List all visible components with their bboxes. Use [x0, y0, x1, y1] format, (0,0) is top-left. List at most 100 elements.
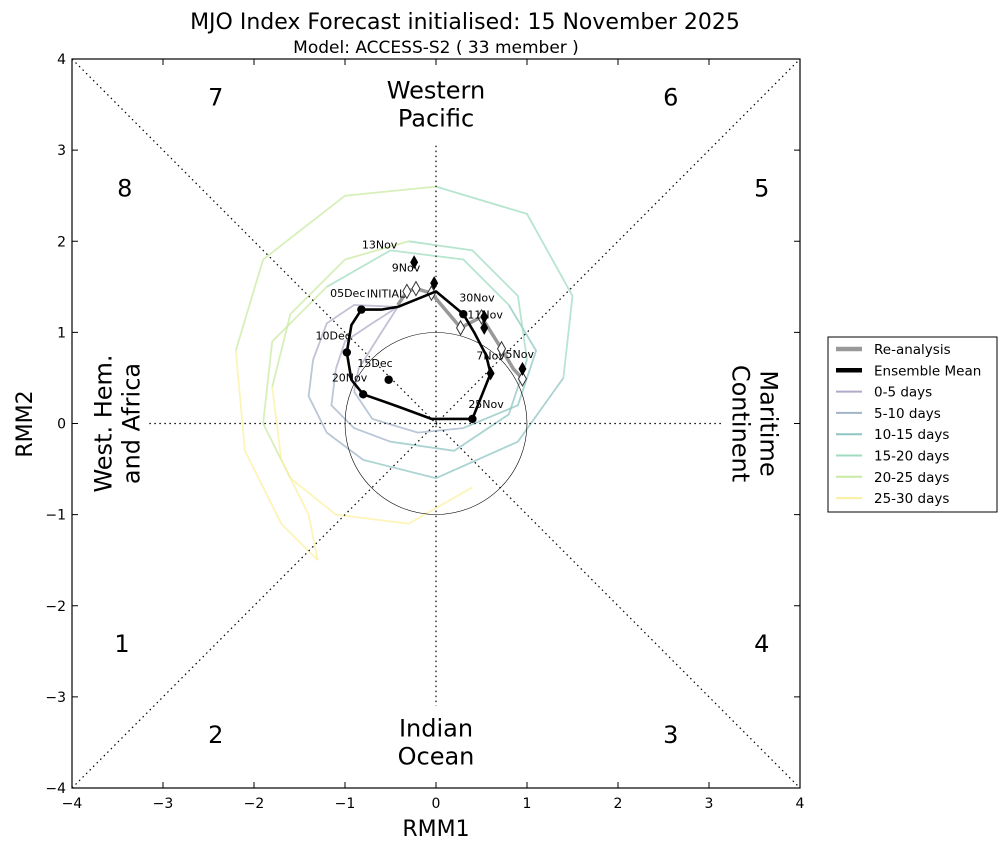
ensemble-member-line — [408, 240, 528, 360]
phase-number: 5 — [754, 174, 769, 202]
phase-diagonal — [71, 58, 801, 789]
x-tick-label: 0 — [432, 796, 441, 812]
history-date-label: 13Nov — [362, 239, 398, 252]
history-diamond — [518, 361, 527, 376]
legend-label: 5-10 days — [874, 406, 941, 422]
date-label: 15Dec — [357, 357, 392, 370]
ensemble-mean-day-marker — [359, 390, 368, 399]
history-date-label: 11Nov — [467, 309, 503, 322]
history-date-label: 7Nov — [476, 350, 505, 363]
legend: Re-analysis Ensemble Mean 0-5 days 5-10 day… — [827, 336, 998, 513]
x-tick-label: 1 — [523, 796, 532, 812]
region-label: West. Hem. and Africa — [90, 354, 146, 492]
region-label-line: Pacific — [398, 105, 474, 133]
x-tick-label: −2 — [244, 796, 265, 812]
reanalysis-track — [396, 280, 528, 387]
ensemble-member-line — [326, 249, 510, 306]
ensemble-mean-day-marker — [459, 309, 468, 319]
x-axis-label: RMM1 — [402, 817, 469, 842]
history-diamond — [430, 276, 439, 291]
phase-number: 3 — [663, 721, 678, 749]
ensemble-member-line — [390, 359, 528, 452]
y-tick-label: −4 — [45, 781, 66, 797]
ensemble-mean-day-marker — [342, 348, 352, 357]
phase-number: 1 — [114, 630, 129, 658]
x-tick-label: −3 — [153, 796, 174, 812]
chart-subtitle: Model: ACCESS-S2 ( 33 member ) — [293, 38, 579, 58]
reanalysis-diamond — [411, 280, 421, 297]
region-label-line: Maritime — [755, 370, 783, 476]
y-tick-label: 3 — [57, 143, 66, 159]
legend-label: 25-30 days — [874, 491, 949, 507]
ensemble-member-line — [307, 359, 364, 461]
ensemble-members — [234, 185, 574, 561]
ensemble-member-line — [353, 306, 399, 392]
ensemble-member-line — [234, 185, 437, 351]
legend-label: Ensemble Mean — [874, 363, 981, 379]
region-label-line: Indian — [399, 714, 473, 742]
ensemble-member-line — [262, 286, 328, 479]
date-label: 25Nov — [468, 398, 504, 411]
x-tick-label: −4 — [62, 796, 83, 812]
ensemble-mean-day-marker — [468, 414, 477, 424]
legend-label: 15-20 days — [874, 449, 949, 465]
ensemble-member-line — [289, 477, 473, 525]
y-tick-label: −2 — [45, 599, 66, 615]
date-label: 20Nov — [332, 372, 368, 385]
phase-number: 4 — [754, 630, 769, 658]
ensemble-member-line — [335, 306, 399, 370]
phase-guides — [71, 58, 801, 789]
date-label: 30Nov — [459, 291, 495, 304]
ensemble-member-line — [234, 350, 319, 561]
ensemble-member-line — [271, 386, 319, 561]
y-tick-label: 0 — [57, 417, 66, 433]
phase-number: 6 — [663, 83, 678, 111]
x-tick-label: 3 — [705, 796, 714, 812]
y-axis-label: RMM2 — [13, 390, 38, 457]
y-tick-label: 2 — [57, 234, 66, 250]
date-label: 05Dec — [330, 287, 365, 300]
ensemble-mean-day-marker — [357, 305, 366, 314]
reanalysis-diamond — [496, 340, 507, 357]
ensemble-member-line — [362, 377, 565, 480]
phase-number: 7 — [208, 83, 223, 111]
legend-label: 20-25 days — [874, 470, 949, 486]
history-date-label: 9Nov — [392, 261, 421, 274]
history-date-label: 5Nov — [505, 348, 534, 361]
y-tick-label: −3 — [45, 690, 66, 706]
ensemble-mean-day-marker — [384, 375, 393, 384]
x-tick-label: −1 — [335, 796, 356, 812]
region-label-line: West. Hem. — [90, 354, 118, 492]
ensemble-member-line — [435, 185, 574, 378]
region-label-line: Continent — [727, 365, 755, 482]
y-tick-label: −1 — [45, 508, 66, 524]
reanalysis-diamond — [455, 319, 466, 336]
region-label-line: Western — [387, 77, 485, 105]
history-diamond — [480, 309, 489, 324]
legend-label: 0-5 days — [874, 385, 932, 401]
legend-label: 10-15 days — [874, 427, 949, 443]
reanalysis-diamond — [517, 370, 528, 387]
phase-number: 8 — [117, 174, 132, 202]
region-label-line: and Africa — [118, 363, 146, 484]
y-tick-label: 4 — [57, 52, 66, 68]
phase-number: 2 — [208, 721, 223, 749]
x-tick-label: 2 — [614, 796, 623, 812]
legend-label: Re-analysis — [874, 342, 951, 358]
ensemble-member-line — [312, 304, 398, 361]
x-tick-label: 4 — [796, 796, 805, 812]
ensemble-member-line — [330, 368, 391, 443]
history-date-label: INITIAL — [367, 288, 406, 301]
date-label: 10Dec — [316, 330, 351, 343]
ensemble-member-line — [353, 391, 464, 434]
region-label-line: Ocean — [398, 742, 475, 770]
history-diamond — [486, 366, 495, 381]
ensemble-member-line — [271, 240, 409, 388]
history-diamond — [480, 320, 489, 335]
y-tick-label: 1 — [57, 325, 66, 341]
